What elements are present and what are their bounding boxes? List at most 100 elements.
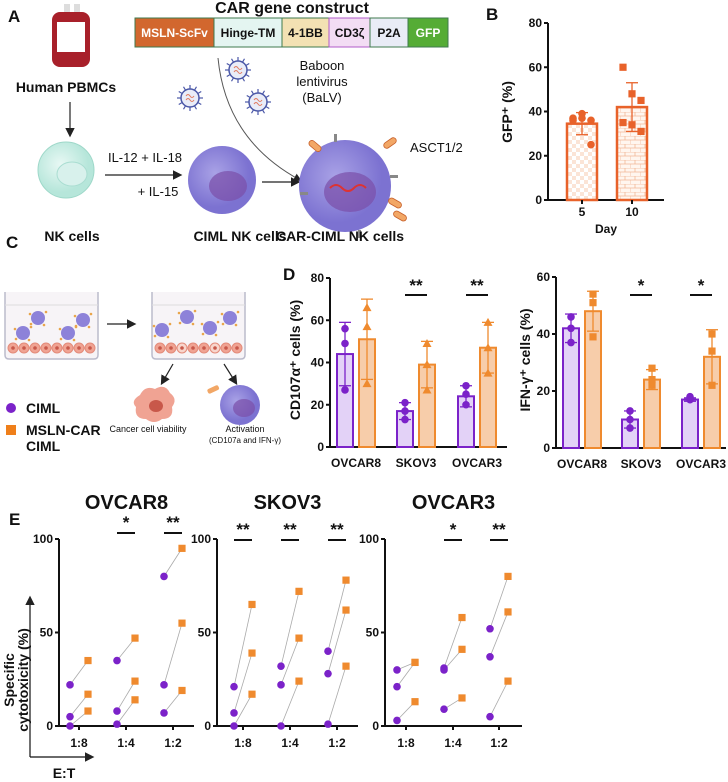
car-point [504,677,512,685]
ciml-point [277,722,285,730]
ciml-point [486,653,494,661]
culture-well-icon [4,292,99,360]
significance-label: * [450,520,457,539]
nk-label: NK cells [44,228,99,244]
pbmc-label: Human PBMCs [16,79,117,95]
nk-cell [31,311,45,325]
granule [191,322,195,326]
segment-box [369,17,409,48]
y-tick-label: 50 [366,626,380,640]
segment-box [281,17,330,48]
segment-label: Hinge-TM [221,26,276,40]
nk-cell [180,310,194,324]
panel-label-b: B [486,5,498,24]
car-point [342,662,350,670]
pair-line [327,580,347,652]
car-point [248,649,256,657]
y-tick-label: 100 [191,532,211,546]
chart-d-ifng: 0 20 40 60 OVCAR8 SKOV3 * OVCAR3 * IFN-γ⁺ cells (… [517,270,726,471]
car-point [342,576,350,584]
construct-title: CAR gene construct [215,0,369,17]
y-tick-label: 80 [311,271,325,285]
data-point [626,415,634,424]
ciml-point [486,624,494,633]
panel-label-a: A [8,7,20,26]
segment-box [407,17,449,48]
nk-cell [223,311,237,325]
significance-label: * [638,276,645,295]
x-tick-label: 1:8 [234,736,252,750]
data-point [619,63,627,71]
panel-label-c: C [6,233,18,252]
panel-e-axes-labels: Specific cytotoxicity (%) E:T [1,595,95,781]
significance-label: * [698,276,705,295]
activation-label: Activation [225,424,264,434]
ciml-point [230,709,238,717]
pair-line [327,609,347,674]
car-point [131,634,139,642]
cancer-cell-nucleus [55,346,59,350]
car-point [458,645,466,653]
granule [220,312,224,316]
ciml-point [160,572,168,581]
granule [58,327,62,331]
car-point [248,600,256,609]
legend-car-label-2: CIML [26,438,61,454]
x-tick-label: OVCAR8 [331,456,381,470]
segment-label: MSLN-ScFv [141,26,208,40]
virus-label-line-3: (BaLV) [302,90,342,105]
chart-title: SKOV3 [254,492,322,514]
pair-line [280,637,300,686]
ciml-point [324,720,332,728]
data-point [626,407,634,415]
data-point [341,386,349,394]
data-point [362,379,372,388]
legend-car-marker [6,425,16,435]
ciml-point [393,682,401,691]
panel-label-d: D [283,265,295,284]
data-point [578,114,586,122]
pair-line [163,548,183,577]
pair-line [233,694,253,727]
x-tick-label: 1:2 [328,736,346,750]
cancer-cell-nucleus [22,346,26,350]
x-tick-label: 1:2 [164,736,182,750]
pair-line [280,591,300,667]
cancer-cell-nucleus [158,346,162,350]
significance-label: ** [470,276,484,295]
arrow-icon [160,363,174,386]
ciml-point [66,722,74,730]
ciml-point [393,716,401,725]
virus-rna [233,66,243,74]
granule [14,337,18,341]
pair-line [396,662,416,687]
y-tick-label: 100 [33,532,53,546]
nk-cell [16,326,30,340]
significance-label: ** [330,520,344,539]
y-tick-label: 50 [40,626,54,640]
significance-label: ** [236,520,250,539]
construct-segment: P2A [369,17,409,48]
granule [59,337,63,341]
ciml-cell-icon [188,146,256,214]
y-tick-label: 0 [372,719,379,733]
legend-car-label: MSLN-CAR [26,422,101,438]
car-point [248,690,256,698]
virus-icon [245,89,271,115]
pair-line [233,652,253,714]
panel-label-e: E [9,510,20,529]
granule [42,323,46,327]
culture-well-icon [151,292,246,360]
x-tick-label: 1:2 [490,736,508,750]
ciml-point [66,712,74,721]
pair-line [116,699,136,725]
x-tick-label: SKOV3 [621,457,662,471]
pair-line [489,576,509,629]
granule [73,314,77,318]
car-point [295,587,303,595]
granule [216,320,220,324]
legend-ciml-marker [6,403,16,413]
car-point [295,677,303,685]
pair-line [116,637,136,661]
virus-label-line-2: lentivirus [296,74,348,89]
